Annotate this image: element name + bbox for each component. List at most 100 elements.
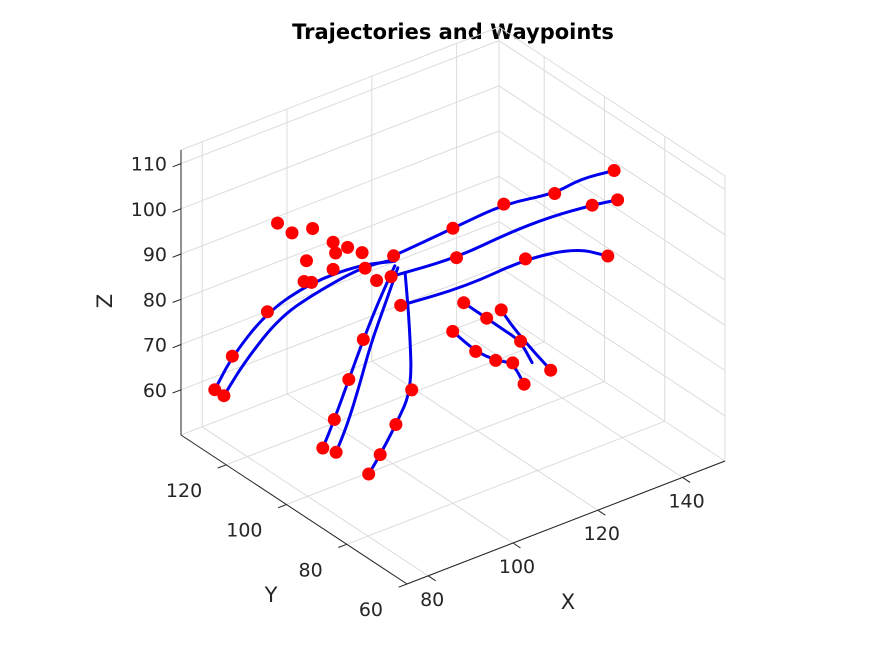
waypoint-marker	[611, 193, 625, 207]
waypoint-marker	[601, 249, 615, 263]
z-tick-label: 110	[131, 154, 167, 176]
z-gridline	[498, 266, 726, 417]
waypoint-marker	[306, 222, 320, 235]
x-tick-label: 120	[584, 523, 620, 545]
x-tick-label: 140	[668, 490, 704, 512]
waypoint-marker	[326, 262, 340, 276]
waypoint-marker	[225, 349, 239, 363]
x-axis-label: X	[561, 590, 575, 614]
waypoint-marker	[394, 298, 408, 312]
z-gridline	[498, 175, 726, 326]
y-tick-label: 60	[359, 599, 383, 621]
z-tick-mark	[172, 163, 182, 168]
z-gridline	[180, 175, 500, 300]
y-tick-mark	[398, 583, 408, 588]
z-gridline	[180, 266, 500, 391]
chart-title: Trajectories and Waypoints	[292, 20, 614, 44]
waypoint-marker	[544, 363, 558, 377]
z-tick-mark	[172, 208, 182, 213]
z-gridline	[180, 221, 500, 345]
waypoint-marker	[446, 324, 460, 338]
trajectory-2	[222, 257, 400, 398]
z-gridline	[498, 85, 726, 236]
z-gridline	[180, 85, 500, 210]
waypoint-marker	[356, 333, 370, 346]
waypoint-marker	[517, 377, 531, 391]
waypoint-marker	[329, 246, 343, 260]
z-tick-mark	[172, 389, 182, 394]
waypoint-marker	[497, 197, 511, 211]
y-gridline	[286, 381, 605, 505]
waypoint-marker	[355, 246, 369, 260]
trajectory-4	[334, 266, 400, 454]
waypoint-marker	[384, 270, 398, 284]
waypoint-marker	[457, 296, 471, 310]
waypoint-marker	[519, 252, 532, 266]
waypoint-marker	[362, 467, 376, 481]
waypoint-marker	[373, 448, 387, 462]
x-axis-line	[406, 460, 726, 585]
waypoint-marker	[358, 261, 372, 275]
waypoint-marker	[370, 274, 384, 287]
waypoint-marker	[271, 216, 284, 230]
y-axis-line	[180, 434, 408, 585]
y-tick-label: 120	[166, 480, 202, 502]
x-tick-mark	[597, 509, 606, 516]
y-tick-label: 100	[226, 520, 262, 542]
waypoint-marker	[607, 164, 621, 177]
x-tick-label: 100	[499, 556, 535, 578]
waypoint-marker	[316, 441, 330, 455]
pane-edge	[498, 311, 726, 462]
z-gridline	[180, 40, 500, 165]
z-gridline	[498, 40, 726, 191]
z-tick-label: 60	[143, 380, 167, 402]
waypoint-marker	[285, 226, 299, 240]
tick-labels: 80 100 120 140 60 80 100 120 60 70 80 90 100 110	[131, 154, 705, 621]
x-gridline	[201, 426, 429, 577]
waypoint-marker	[450, 251, 463, 265]
waypoint-marker	[405, 383, 419, 397]
trajectory-10	[389, 198, 620, 279]
z-tick-mark	[172, 344, 182, 349]
trajectory-9	[392, 169, 616, 258]
z-axis-label: Z	[93, 294, 117, 308]
waypoints	[208, 164, 625, 481]
waypoint-marker	[342, 373, 356, 386]
z-gridline	[180, 130, 500, 255]
waypoint-marker	[514, 334, 528, 348]
waypoint-marker	[297, 275, 311, 288]
pane-edge	[180, 311, 500, 436]
waypoint-marker	[480, 311, 494, 325]
y-tick-label: 80	[299, 559, 323, 581]
waypoint-marker	[446, 221, 460, 235]
x-tick-mark	[427, 575, 436, 582]
x-gridline	[286, 393, 514, 544]
waypoint-marker	[548, 187, 562, 200]
waypoint-marker	[341, 240, 355, 254]
y-tick-mark	[277, 504, 287, 509]
y-gridline	[346, 420, 665, 545]
z-gridline	[498, 130, 726, 281]
z-tick-label: 70	[143, 335, 167, 357]
waypoint-marker	[387, 249, 401, 263]
y-tick-mark	[217, 464, 227, 469]
z-gridline	[498, 221, 726, 371]
waypoint-marker	[300, 254, 313, 268]
waypoint-marker	[329, 445, 343, 459]
waypoint-marker	[494, 303, 508, 317]
z-tick-label: 90	[143, 244, 167, 266]
waypoint-marker	[489, 353, 503, 367]
x-gridline	[371, 360, 599, 511]
waypoint-marker	[469, 344, 483, 358]
trajectory-11	[399, 249, 610, 307]
y-tick-mark	[338, 543, 347, 548]
x-gridline	[456, 327, 683, 478]
x-tick-label: 80	[420, 589, 444, 611]
trajectories	[213, 169, 620, 476]
waypoint-marker	[260, 305, 274, 319]
z-tick-label: 80	[143, 289, 167, 311]
waypoint-marker	[506, 356, 520, 370]
waypoint-marker	[585, 198, 599, 212]
waypoint-marker	[326, 235, 340, 249]
